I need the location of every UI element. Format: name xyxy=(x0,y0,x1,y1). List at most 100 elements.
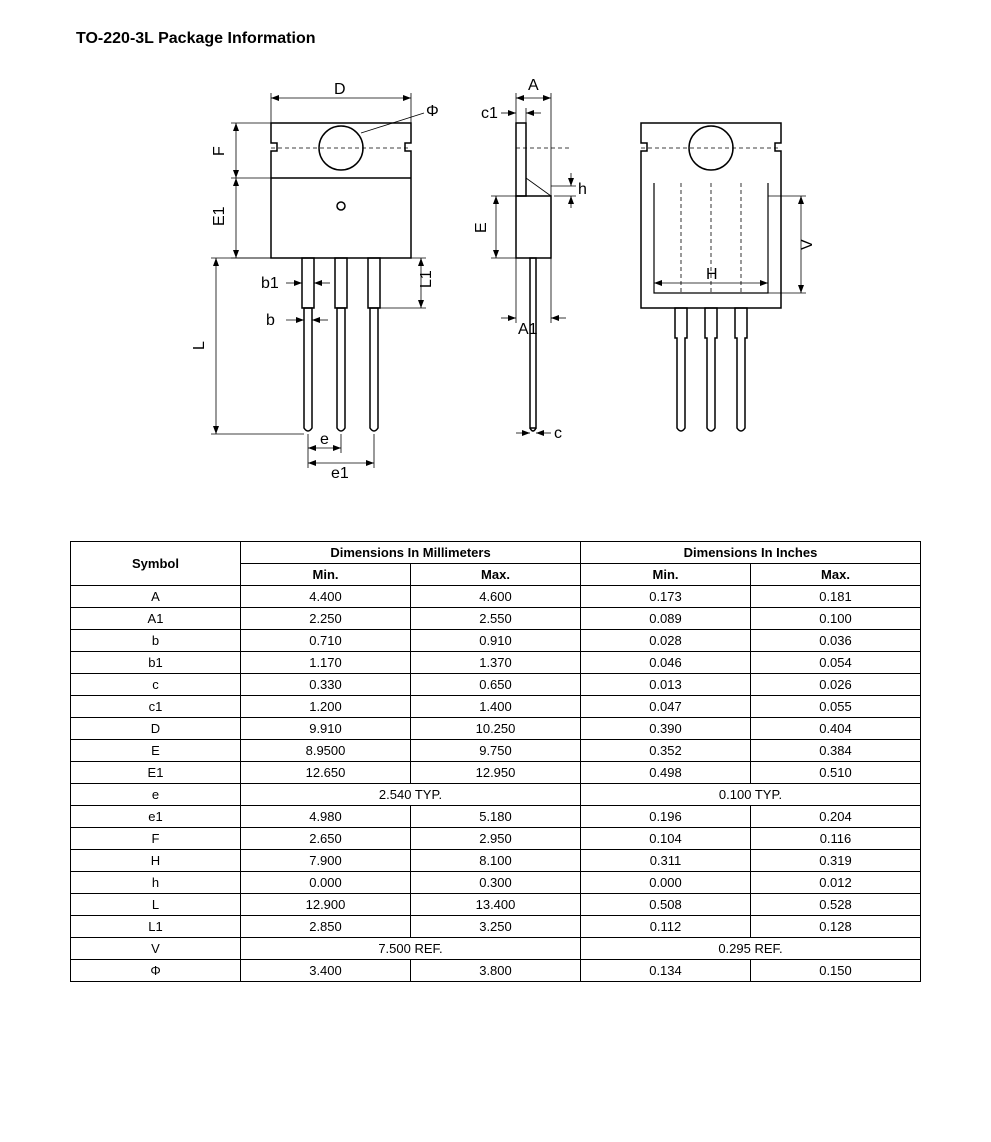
table-row: A4.4004.6000.1730.181 xyxy=(71,586,921,608)
table-row: c0.3300.6500.0130.026 xyxy=(71,674,921,696)
table-row: D9.91010.2500.3900.404 xyxy=(71,718,921,740)
cell-symbol: D xyxy=(71,718,241,740)
cell-mm-min: 2.250 xyxy=(241,608,411,630)
cell-symbol: e xyxy=(71,784,241,806)
svg-text:b1: b1 xyxy=(261,275,279,292)
svg-text:A: A xyxy=(528,77,539,94)
cell-symbol: c1 xyxy=(71,696,241,718)
table-row: b11.1701.3700.0460.054 xyxy=(71,652,921,674)
cell-symbol: b xyxy=(71,630,241,652)
cell-mm-min: 7.900 xyxy=(241,850,411,872)
cell-symbol: A1 xyxy=(71,608,241,630)
cell-in-min: 0.013 xyxy=(581,674,751,696)
dimensions-table: Symbol Dimensions In Millimeters Dimensi… xyxy=(70,541,921,982)
back-view: H V xyxy=(641,123,816,431)
cell-mm-min: 1.170 xyxy=(241,652,411,674)
cell-mm-max: 5.180 xyxy=(411,806,581,828)
cell-mm-max: 10.250 xyxy=(411,718,581,740)
svg-text:E: E xyxy=(473,222,490,233)
cell-mm-min: 4.980 xyxy=(241,806,411,828)
table-row: Φ3.4003.8000.1340.150 xyxy=(71,960,921,982)
cell-symbol: A xyxy=(71,586,241,608)
cell-in-max: 0.181 xyxy=(751,586,921,608)
cell-in-min: 0.104 xyxy=(581,828,751,850)
svg-text:V: V xyxy=(799,239,816,250)
th-in-min: Min. xyxy=(581,564,751,586)
cell-symbol: L1 xyxy=(71,916,241,938)
cell-mm-max: 0.300 xyxy=(411,872,581,894)
cell-in-max: 0.319 xyxy=(751,850,921,872)
cell-in-max: 0.054 xyxy=(751,652,921,674)
cell-in-min: 0.173 xyxy=(581,586,751,608)
cell-in-max: 0.128 xyxy=(751,916,921,938)
table-row: V7.500 REF.0.295 REF. xyxy=(71,938,921,960)
cell-symbol: H xyxy=(71,850,241,872)
cell-mm-max: 3.800 xyxy=(411,960,581,982)
svg-text:Φ: Φ xyxy=(426,103,439,120)
cell-symbol: L xyxy=(71,894,241,916)
cell-mm-min: 2.650 xyxy=(241,828,411,850)
cell-mm-max: 4.600 xyxy=(411,586,581,608)
cell-in-min: 0.134 xyxy=(581,960,751,982)
cell-mm-min: 0.710 xyxy=(241,630,411,652)
cell-mm-min: 0.000 xyxy=(241,872,411,894)
svg-text:L1: L1 xyxy=(418,270,435,288)
cell-symbol: Φ xyxy=(71,960,241,982)
cell-mm-min: 1.200 xyxy=(241,696,411,718)
package-diagram: Φ D F xyxy=(40,68,951,501)
cell-mm-span: 2.540 TYP. xyxy=(241,784,581,806)
cell-in-span: 0.295 REF. xyxy=(581,938,921,960)
cell-in-min: 0.000 xyxy=(581,872,751,894)
svg-text:L: L xyxy=(191,341,208,350)
svg-text:F: F xyxy=(211,146,228,156)
cell-in-max: 0.055 xyxy=(751,696,921,718)
table-row: E8.95009.7500.3520.384 xyxy=(71,740,921,762)
cell-in-max: 0.404 xyxy=(751,718,921,740)
table-row: L12.8503.2500.1120.128 xyxy=(71,916,921,938)
cell-mm-min: 12.650 xyxy=(241,762,411,784)
cell-mm-min: 8.9500 xyxy=(241,740,411,762)
cell-in-min: 0.311 xyxy=(581,850,751,872)
svg-text:A1: A1 xyxy=(518,321,538,338)
table-row: E112.65012.9500.4980.510 xyxy=(71,762,921,784)
svg-text:c1: c1 xyxy=(481,105,498,122)
cell-in-min: 0.352 xyxy=(581,740,751,762)
cell-mm-min: 12.900 xyxy=(241,894,411,916)
cell-mm-max: 1.400 xyxy=(411,696,581,718)
cell-in-min: 0.089 xyxy=(581,608,751,630)
cell-mm-max: 12.950 xyxy=(411,762,581,784)
cell-in-min: 0.508 xyxy=(581,894,751,916)
th-in-max: Max. xyxy=(751,564,921,586)
svg-text:b: b xyxy=(266,312,275,329)
cell-in-min: 0.028 xyxy=(581,630,751,652)
cell-in-max: 0.384 xyxy=(751,740,921,762)
cell-mm-min: 3.400 xyxy=(241,960,411,982)
cell-symbol: V xyxy=(71,938,241,960)
cell-in-max: 0.012 xyxy=(751,872,921,894)
cell-in-max: 0.100 xyxy=(751,608,921,630)
cell-mm-max: 0.910 xyxy=(411,630,581,652)
cell-in-max: 0.150 xyxy=(751,960,921,982)
cell-in-span: 0.100 TYP. xyxy=(581,784,921,806)
cell-mm-min: 9.910 xyxy=(241,718,411,740)
side-view: A c1 h E xyxy=(473,77,587,442)
th-mm-min: Min. xyxy=(241,564,411,586)
table-row: h0.0000.3000.0000.012 xyxy=(71,872,921,894)
table-row: b0.7100.9100.0280.036 xyxy=(71,630,921,652)
th-mm-max: Max. xyxy=(411,564,581,586)
table-row: H7.9008.1000.3110.319 xyxy=(71,850,921,872)
svg-text:c: c xyxy=(554,425,562,442)
table-row: c11.2001.4000.0470.055 xyxy=(71,696,921,718)
cell-in-min: 0.196 xyxy=(581,806,751,828)
cell-in-min: 0.498 xyxy=(581,762,751,784)
svg-text:D: D xyxy=(334,81,346,98)
cell-mm-max: 0.650 xyxy=(411,674,581,696)
cell-in-max: 0.528 xyxy=(751,894,921,916)
cell-mm-max: 3.250 xyxy=(411,916,581,938)
svg-text:E1: E1 xyxy=(211,206,228,226)
cell-in-max: 0.036 xyxy=(751,630,921,652)
svg-text:e1: e1 xyxy=(331,465,349,482)
cell-mm-max: 1.370 xyxy=(411,652,581,674)
cell-mm-min: 2.850 xyxy=(241,916,411,938)
table-row: A12.2502.5500.0890.100 xyxy=(71,608,921,630)
